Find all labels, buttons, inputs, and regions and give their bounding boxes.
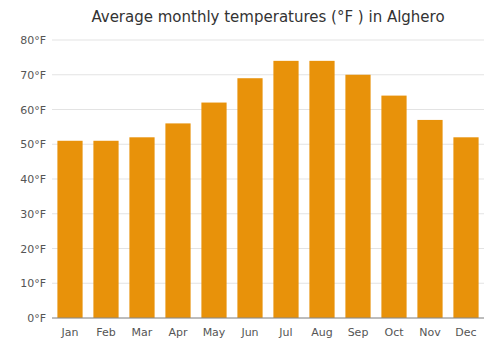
title: Average monthly temperatures (°F ) in Al…: [91, 8, 444, 26]
tick-label: Jan: [61, 326, 79, 339]
bar: [129, 137, 154, 318]
chart: Average monthly temperatures (°F ) in Al…: [0, 0, 500, 350]
bar: [237, 78, 262, 318]
tick-label: Aug: [311, 326, 332, 339]
y-axis: 0°F 10°F 20°F 30°F 40°F 50°F 60°F 70°F 80°F: [20, 34, 484, 325]
tick-label: 30°F: [20, 208, 46, 221]
bar: [57, 141, 82, 318]
bar: [93, 141, 118, 318]
tick-label: Oct: [384, 326, 404, 339]
tick-label: Apr: [168, 326, 188, 339]
grid-line: [52, 40, 484, 41]
tick-label: Mar: [132, 326, 153, 339]
tick-label: Sep: [348, 326, 369, 339]
bar: [417, 120, 442, 318]
tick-label: Feb: [96, 326, 115, 339]
bar: [201, 103, 226, 318]
bar: [165, 123, 190, 318]
bar: [345, 75, 370, 318]
tick-label: 70°F: [20, 69, 46, 82]
tick-label: 40°F: [20, 173, 46, 186]
bar: [381, 96, 406, 318]
bar: [453, 137, 478, 318]
chart-container: Average monthly temperatures (°F ) in Al…: [0, 0, 500, 350]
bars: [57, 61, 478, 318]
tick-label: 10°F: [20, 277, 46, 290]
tick-label: Jun: [240, 326, 258, 339]
tick-label: 50°F: [20, 138, 46, 151]
tick-label: 60°F: [20, 104, 46, 117]
tick-label: 0°F: [27, 312, 46, 325]
bar: [309, 61, 334, 318]
tick-label: May: [203, 326, 226, 339]
tick-label: Dec: [455, 326, 476, 339]
grid-line: [52, 318, 484, 319]
tick-label: Jul: [278, 326, 292, 339]
x-axis: Jan Feb Mar Apr May Jun Jul Aug Sep Oct Nov Dec: [52, 318, 484, 339]
axis-line: [52, 318, 484, 319]
tick-label: 80°F: [20, 34, 46, 47]
tick-label: Nov: [419, 326, 441, 339]
grid-line: [52, 109, 484, 110]
grid-line: [52, 74, 484, 75]
tick-label: 20°F: [20, 243, 46, 256]
bar: [273, 61, 298, 318]
